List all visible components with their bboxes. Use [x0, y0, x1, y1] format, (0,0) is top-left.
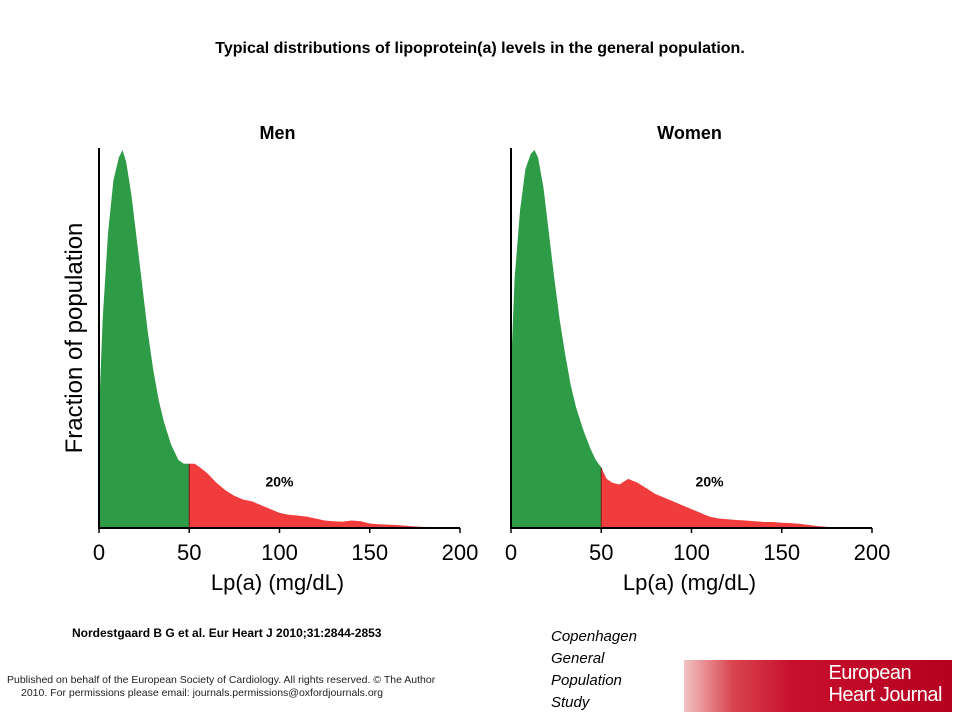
logo-line-2: Heart Journal — [828, 684, 942, 706]
study-note-line: General — [551, 650, 605, 667]
study-note: Copenhagen General Population Study — [551, 626, 681, 714]
percent-annotation: 20% — [696, 473, 725, 489]
x-axis-label: Lp(a) (mg/dL) — [623, 570, 756, 595]
x-tick-label: 50 — [177, 540, 201, 565]
x-tick-label: 150 — [763, 540, 800, 565]
footer-line-1: Published on behalf of the European Soci… — [7, 674, 436, 686]
study-note-line: Copenhagen — [551, 628, 637, 645]
x-tick-label: 0 — [505, 540, 517, 565]
footer-line-2: 2010. For permissions please email: jour… — [21, 687, 383, 699]
area-above-threshold — [189, 463, 442, 528]
x-tick-label: 200 — [854, 540, 891, 565]
area-below-threshold — [99, 150, 190, 528]
journal-logo: European Heart Journal — [684, 660, 952, 712]
area-below-threshold — [511, 150, 602, 528]
x-tick-label: 100 — [673, 540, 710, 565]
x-tick-label: 50 — [589, 540, 613, 565]
panel-title: Women — [657, 123, 722, 143]
citation: Nordestgaard B G et al. Eur Heart J 2010… — [72, 626, 382, 640]
study-note-line: Population — [551, 672, 622, 689]
copyright-footer: Published on behalf of the European Soci… — [7, 674, 517, 700]
y-axis-label: Fraction of population — [61, 223, 88, 454]
x-tick-label: 200 — [442, 540, 479, 565]
x-tick-label: 0 — [93, 540, 105, 565]
logo-line-1: European — [828, 662, 912, 684]
x-tick-label: 100 — [261, 540, 298, 565]
study-note-line: Study — [551, 694, 590, 711]
panel-title: Men — [260, 123, 296, 143]
journal-logo-text: European Heart Journal — [828, 662, 942, 706]
slide-title: Typical distributions of lipoprotein(a) … — [215, 40, 745, 57]
area-above-threshold — [601, 467, 854, 528]
x-axis-label: Lp(a) (mg/dL) — [211, 570, 344, 595]
percent-annotation: 20% — [265, 473, 294, 489]
x-tick-label: 150 — [351, 540, 388, 565]
